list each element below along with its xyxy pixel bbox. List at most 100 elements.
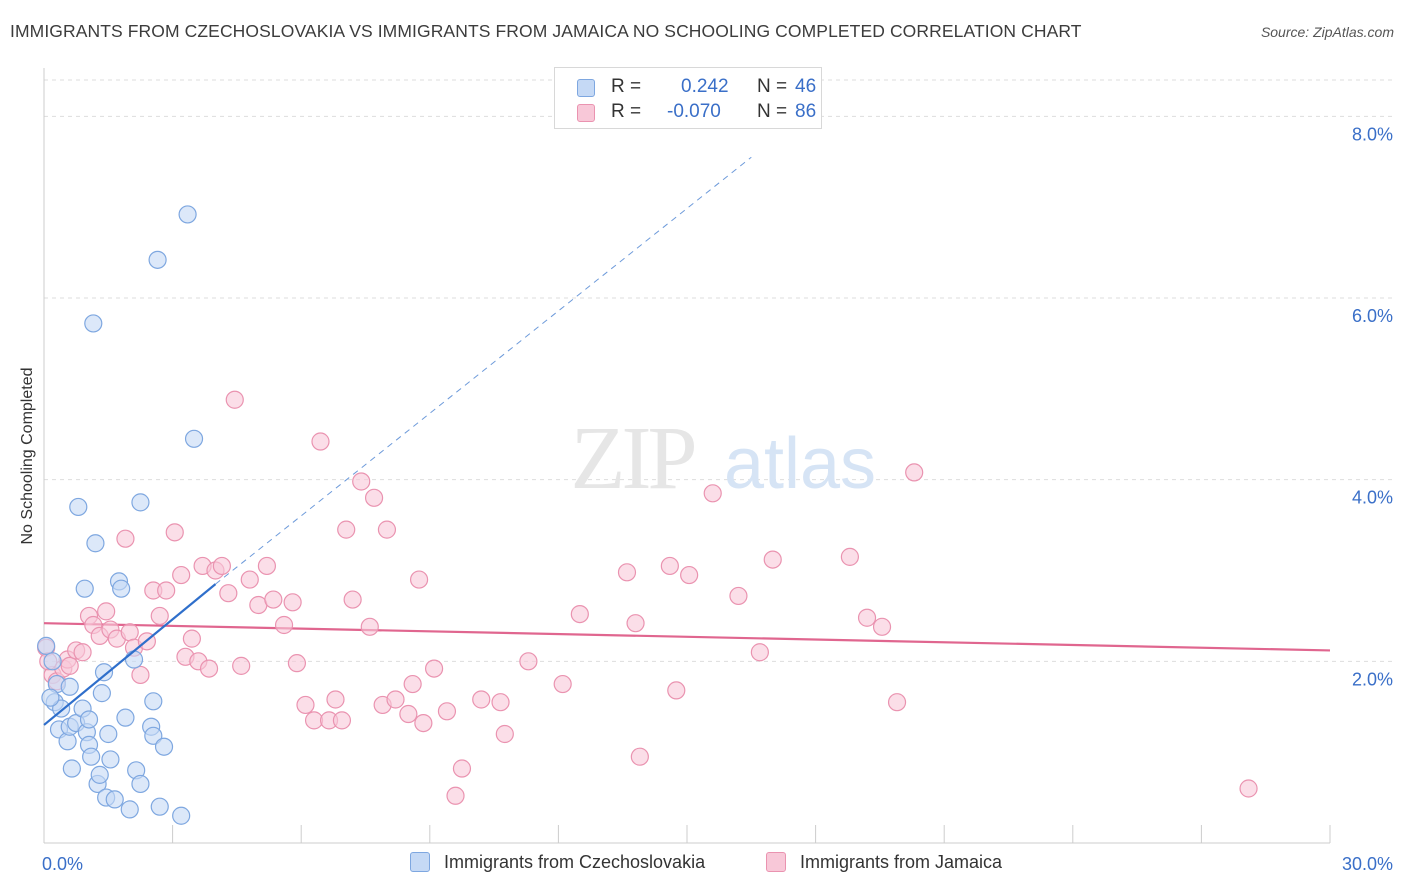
data-point-czechoslovakia (99, 724, 118, 744)
y-tick-label: 2.0% (1352, 669, 1393, 689)
data-point-jamaica (326, 690, 345, 709)
legend-n-value: 46 (795, 76, 817, 97)
data-point-czechoslovakia (69, 497, 88, 517)
y-tick-label: 8.0% (1352, 124, 1393, 144)
y-tick-label: 4.0% (1352, 488, 1393, 508)
data-point-jamaica (491, 693, 510, 712)
legend-swatch-blue (577, 79, 595, 97)
data-point-czechoslovakia (148, 250, 167, 269)
bottom-legend-swatch-pink (766, 852, 786, 872)
data-point-jamaica (630, 747, 649, 766)
data-point-jamaica (377, 520, 397, 539)
data-point-czechoslovakia (79, 710, 99, 729)
legend-n-label: N = (757, 101, 788, 122)
data-point-jamaica (750, 643, 769, 662)
data-point-czechoslovakia (154, 737, 174, 756)
data-point-jamaica (257, 556, 277, 576)
data-point-jamaica (763, 550, 782, 569)
data-point-jamaica (150, 606, 169, 626)
data-point-czechoslovakia (92, 684, 111, 703)
data-point-czechoslovakia (43, 652, 62, 671)
data-point-czechoslovakia (144, 692, 163, 711)
data-point-czechoslovakia (184, 429, 204, 448)
data-point-jamaica (729, 586, 748, 606)
data-point-jamaica (1239, 779, 1258, 798)
data-point-czechoslovakia (41, 688, 60, 707)
data-point-czechoslovakia (52, 699, 71, 718)
data-point-jamaica (409, 570, 429, 589)
data-point-jamaica (274, 615, 294, 635)
data-point-jamaica (172, 565, 191, 585)
data-point-jamaica (414, 713, 433, 733)
data-point-jamaica (219, 584, 238, 603)
data-point-czechoslovakia (131, 493, 150, 512)
legend-r-label: R = (611, 101, 642, 122)
data-point-czechoslovakia (124, 650, 144, 669)
data-point-czechoslovakia (172, 806, 191, 825)
legend-n-value: 86 (795, 101, 817, 122)
data-point-jamaica (905, 463, 924, 482)
tick-labels-layer: 2.0% 4.0% 6.0% 8.0% 0.0% 30.0% (42, 124, 1393, 874)
data-point-czechoslovakia (37, 636, 56, 655)
data-point-jamaica (225, 390, 244, 409)
data-point-jamaica (60, 656, 79, 675)
data-point-czechoslovakia (86, 534, 105, 553)
data-point-czechoslovakia (131, 774, 150, 794)
data-point-jamaica (283, 593, 302, 612)
data-point-czechoslovakia (112, 579, 131, 598)
data-point-jamaica (240, 570, 259, 589)
data-point-jamaica (857, 608, 877, 627)
data-point-jamaica (120, 623, 139, 642)
data-point-czechoslovakia (82, 747, 101, 766)
data-point-czechoslovakia (60, 677, 79, 696)
data-point-jamaica (165, 523, 184, 542)
data-point-jamaica (97, 602, 116, 621)
trend-line-extension-czechoslovakia (215, 156, 752, 585)
data-point-jamaica (337, 520, 356, 539)
bottom-legend-label: Immigrants from Czechoslovakia (444, 852, 706, 872)
data-point-czechoslovakia (178, 205, 197, 224)
data-point-jamaica (570, 604, 589, 624)
data-point-jamaica (73, 643, 92, 662)
data-point-czechoslovakia (101, 750, 120, 769)
data-point-jamaica (232, 656, 251, 675)
data-point-jamaica (360, 617, 379, 636)
y-axis-label: No Schooling Completed (19, 367, 36, 545)
data-point-czechoslovakia (105, 790, 124, 809)
data-point-jamaica (626, 614, 645, 633)
data-point-jamaica (424, 659, 444, 678)
correlation-legend: R = 0.242 N = 46 R = -0.070 N = 86 (554, 67, 822, 129)
data-point-jamaica (182, 629, 201, 648)
data-point-jamaica (403, 674, 422, 694)
data-point-jamaica (452, 759, 472, 778)
data-point-jamaica (212, 556, 231, 576)
legend-r-value: 0.242 (681, 76, 729, 97)
data-point-jamaica (872, 617, 892, 636)
trend-layer-jamaica (43, 622, 1331, 652)
data-point-jamaica (287, 654, 307, 673)
y-tick-label: 6.0% (1352, 306, 1393, 326)
watermark-atlas: atlas (724, 424, 876, 504)
trend-line-czechoslovakia (43, 583, 217, 726)
data-point-jamaica (352, 472, 371, 491)
points-layer (37, 205, 1258, 825)
data-point-jamaica (399, 704, 418, 724)
data-point-jamaica (199, 659, 219, 678)
bottom-legend-swatch-blue (410, 852, 430, 872)
data-point-jamaica (332, 711, 352, 730)
data-point-jamaica (131, 665, 150, 685)
data-point-jamaica (519, 652, 538, 671)
data-point-jamaica (472, 690, 491, 709)
data-point-jamaica (437, 702, 457, 721)
data-point-jamaica (296, 695, 315, 715)
axes-layer (43, 68, 1331, 844)
data-point-czechoslovakia (90, 765, 109, 784)
data-point-czechoslovakia (94, 663, 114, 682)
legend-swatch-pink (577, 104, 595, 122)
legend-r-value: -0.070 (667, 101, 721, 122)
data-point-jamaica (887, 693, 907, 712)
data-point-jamaica (553, 674, 572, 694)
x-tick-label: 0.0% (42, 854, 83, 874)
data-point-jamaica (703, 484, 722, 503)
